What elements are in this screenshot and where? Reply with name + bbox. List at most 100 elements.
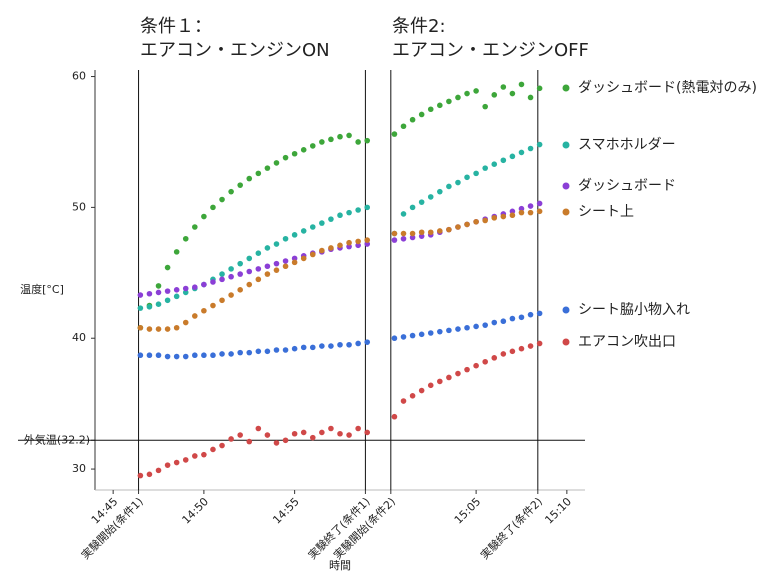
legend-marker xyxy=(562,84,570,92)
data-point xyxy=(291,345,298,352)
data-point xyxy=(146,471,153,478)
data-point xyxy=(364,241,371,247)
data-point xyxy=(482,165,488,171)
data-point xyxy=(464,174,470,181)
data-point xyxy=(518,149,525,156)
annotation-line: 条件１： xyxy=(140,16,212,37)
data-point xyxy=(237,271,243,277)
data-point xyxy=(319,139,325,145)
data-point xyxy=(427,194,434,200)
data-point xyxy=(337,430,343,437)
data-point xyxy=(364,204,371,211)
y-tick-label: 40 xyxy=(72,331,86,344)
data-point xyxy=(173,353,180,360)
data-point xyxy=(219,196,225,203)
data-point xyxy=(155,352,162,359)
data-point xyxy=(319,343,325,349)
data-point xyxy=(228,188,234,195)
data-point xyxy=(273,347,280,353)
data-point xyxy=(137,305,144,311)
data-point xyxy=(255,276,262,283)
data-point xyxy=(355,425,361,432)
legend-label: エアコン吹出口 xyxy=(578,334,676,350)
data-point xyxy=(328,425,334,432)
data-point xyxy=(300,344,307,351)
data-point xyxy=(427,330,434,336)
y-tick-label: 外気温(32.2) xyxy=(24,432,90,446)
data-point xyxy=(427,229,434,236)
data-point xyxy=(273,160,280,166)
data-point xyxy=(264,245,271,251)
data-point xyxy=(355,238,361,245)
data-point xyxy=(291,255,298,262)
y-tick-label: 60 xyxy=(72,70,86,83)
data-point xyxy=(201,213,207,220)
data-point xyxy=(491,92,498,98)
data-point xyxy=(446,98,452,105)
data-point xyxy=(346,132,352,139)
data-point xyxy=(482,217,488,224)
data-point xyxy=(246,349,253,356)
data-point xyxy=(246,438,253,445)
data-point xyxy=(300,228,307,234)
legend-label: シート上 xyxy=(578,204,634,220)
data-point xyxy=(364,339,371,345)
data-point xyxy=(255,250,262,256)
data-point xyxy=(491,319,498,326)
data-point xyxy=(509,90,516,97)
data-point xyxy=(255,348,262,355)
data-point xyxy=(337,341,343,348)
data-point xyxy=(319,220,325,226)
legend-marker xyxy=(562,182,570,190)
data-point xyxy=(155,289,162,296)
data-point xyxy=(409,230,416,237)
data-point xyxy=(509,208,516,215)
data-point xyxy=(173,249,180,255)
data-point xyxy=(237,182,243,188)
data-point xyxy=(246,175,253,182)
legend-label: ダッシュボード xyxy=(578,178,676,194)
data-point xyxy=(364,237,371,243)
data-point xyxy=(400,398,407,404)
x-tick-label: 15:10 xyxy=(542,495,574,527)
data-point xyxy=(291,259,298,266)
data-point xyxy=(473,323,479,330)
data-point xyxy=(146,290,153,297)
data-point xyxy=(418,111,425,118)
data-point xyxy=(228,266,234,272)
data-point xyxy=(273,260,280,267)
data-point xyxy=(391,413,398,420)
data-point xyxy=(536,208,543,215)
legend-marker xyxy=(562,141,570,149)
data-point xyxy=(319,429,325,436)
data-point xyxy=(192,224,198,230)
data-point xyxy=(518,345,525,352)
data-point xyxy=(500,351,507,357)
data-point xyxy=(173,459,180,466)
data-point xyxy=(455,370,461,377)
data-point xyxy=(473,218,479,225)
data-point xyxy=(182,353,189,360)
data-point xyxy=(282,258,289,264)
data-point xyxy=(164,326,171,332)
data-point xyxy=(219,351,225,357)
data-point xyxy=(328,216,334,222)
data-point xyxy=(518,81,525,88)
data-point xyxy=(446,327,452,334)
data-point xyxy=(192,313,198,319)
data-point xyxy=(418,199,425,205)
data-point xyxy=(491,355,498,361)
data-point xyxy=(201,307,207,314)
legend-marker xyxy=(562,306,570,314)
data-point xyxy=(309,251,316,258)
data-point xyxy=(437,328,443,335)
y-axis-label: 温度[°C] xyxy=(20,282,64,296)
data-point xyxy=(291,150,298,157)
data-point xyxy=(418,331,425,338)
data-point xyxy=(228,436,234,442)
data-point xyxy=(446,183,452,190)
data-point xyxy=(427,106,434,113)
data-point xyxy=(536,340,543,347)
annotation-line: エアコン・エンジンOFF xyxy=(392,40,589,61)
